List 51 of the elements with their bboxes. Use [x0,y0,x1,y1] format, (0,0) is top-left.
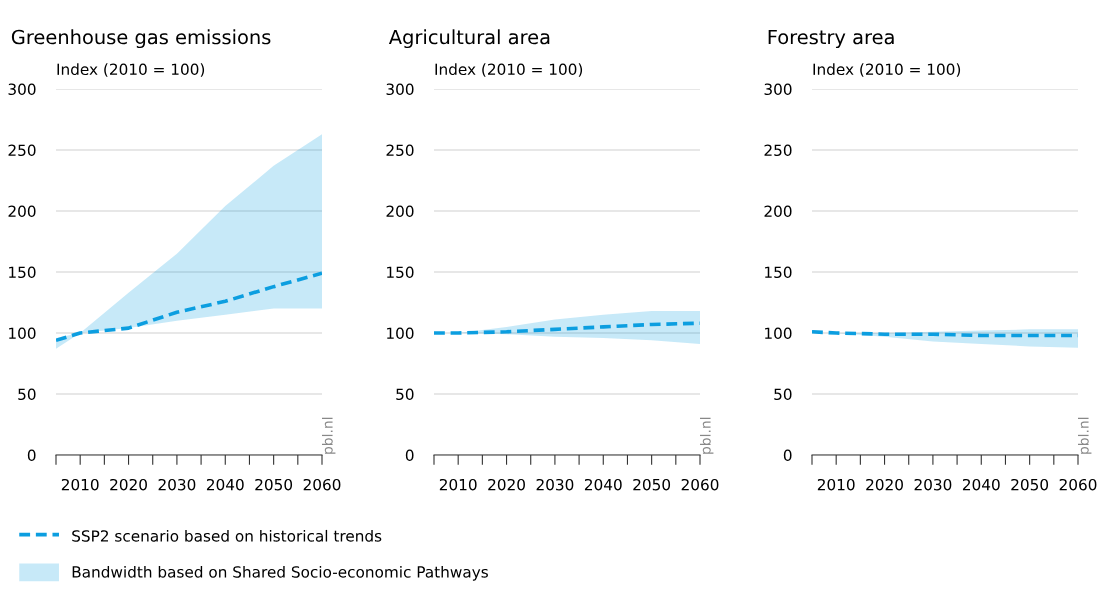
x-tick-label: 2010 [61,478,99,491]
y-tick-label: 250 [8,144,36,157]
x-tick-label: 2060 [1059,478,1097,491]
y-axis-title: Index (2010 = 100) [57,63,205,77]
x-tick-label: 2040 [206,478,244,491]
y-tick-label: 300 [8,83,36,96]
x-tick-label: 2030 [536,478,574,491]
y-tick-label: 150 [765,266,792,279]
annotation: pbl.nl [322,417,336,454]
x-tick-label: 2030 [158,478,196,491]
x-tick-label: 2010 [817,478,855,491]
chart-title: Greenhouse gas emissions [11,29,271,49]
y-tick-label: 100 [765,327,792,340]
x-tick-label: 2040 [962,478,1000,491]
x-tick-label: 2030 [914,478,952,491]
x-tick-label: 2060 [681,478,719,491]
y-tick-label: 50 [18,388,36,401]
x-tick-label: 2020 [488,478,525,491]
y-tick-label: 50 [774,388,792,401]
y-tick-label: 100 [9,327,36,340]
y-tick-label: 0 [405,449,414,462]
y-tick-label: 150 [387,266,414,279]
x-tick-label: 2050 [1011,478,1049,491]
x-tick-label: 2060 [303,478,341,491]
x-tick-label: 2050 [255,478,293,491]
x-tick-label: 2050 [633,478,671,491]
x-tick-label: 2020 [866,478,903,491]
chart-title: Agricultural area [388,29,550,49]
y-tick-label: 50 [396,388,414,401]
y-tick-label: 0 [27,449,36,462]
y-tick-label: 250 [764,144,792,157]
annotation: pbl.nl [1078,417,1092,454]
y-tick-label: 300 [386,83,414,96]
y-tick-label: 300 [764,83,792,96]
line-series [56,271,322,343]
legend-label: SSP2 scenario based on historical trends [72,529,382,542]
x-tick-label: 2020 [110,478,147,491]
y-tick-label: 100 [387,327,414,340]
y-axis-title: Index (2010 = 100) [435,63,583,77]
x-tick-label: 2040 [584,478,622,491]
text: Bandwidth based on Shared Socio-economic Pathways [72,565,488,581]
annotation: pbl.nl [700,417,714,454]
y-tick-label: 0 [783,449,792,462]
y-tick-label: 200 [764,205,792,218]
y-tick-label: 200 [386,205,414,218]
chart-title: Forestry area [768,29,894,49]
y-tick-label: 200 [8,205,36,218]
y-tick-label: 250 [386,144,414,157]
x-tick-label: 2010 [439,478,477,491]
y-tick-label: 150 [9,266,36,279]
y-axis-title: Index (2010 = 100) [813,63,961,77]
